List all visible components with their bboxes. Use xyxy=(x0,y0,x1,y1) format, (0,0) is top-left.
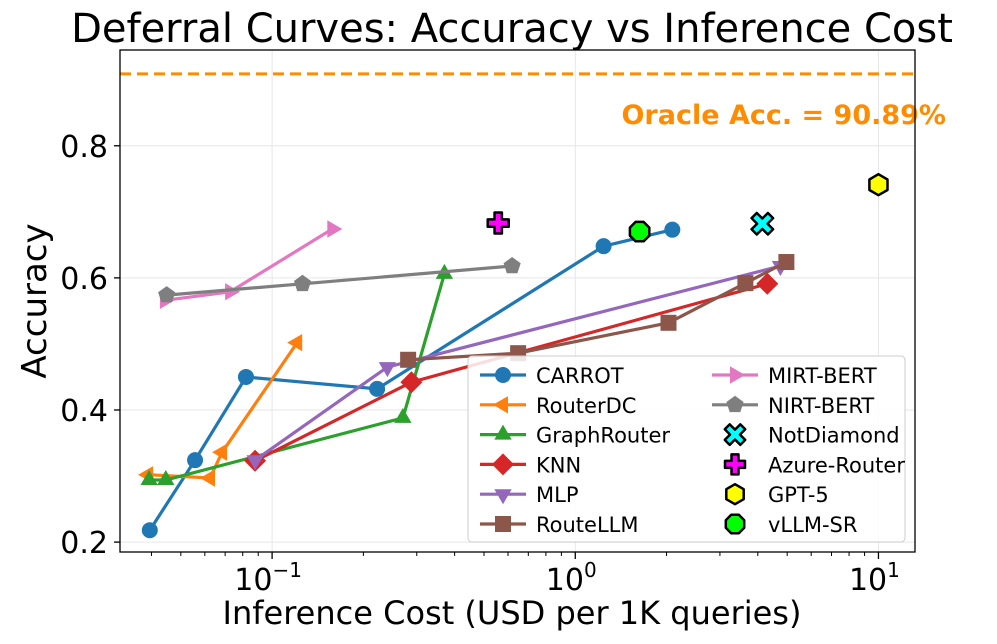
legend-marker xyxy=(494,424,512,440)
mlp-point xyxy=(246,455,264,471)
legend-marker-shape xyxy=(723,423,747,447)
knn-point xyxy=(756,272,779,295)
axis-ticks: 0.2 0.4 0.6 0.8 10−1 100 101 xyxy=(60,130,900,598)
legend-label: MLP xyxy=(536,483,578,507)
legend-item-mlp: MLP xyxy=(480,483,578,507)
legend-item-routellm: RouteLLM xyxy=(480,513,638,537)
legend-marker xyxy=(724,513,746,535)
legend-label: NIRT-BERT xyxy=(768,394,874,418)
y-tick-label: 0.8 xyxy=(60,130,108,165)
y-axis-label: Accuracy xyxy=(15,223,55,378)
legend-item-gpt-5: GPT-5 xyxy=(725,482,829,507)
graphrouter-point xyxy=(394,407,412,423)
legend-item-carrot: CARROT xyxy=(480,364,624,388)
legend-label: KNN xyxy=(536,453,581,477)
legend-marker xyxy=(495,367,511,383)
legend-marker xyxy=(493,396,508,414)
mlp-point xyxy=(378,362,396,378)
legend-marker xyxy=(725,482,745,506)
notdiamond-point xyxy=(750,211,775,236)
routerdc-point xyxy=(212,443,228,461)
plot-frame xyxy=(119,49,916,553)
legend-item-mirt-bert: MIRT-BERT xyxy=(712,364,877,388)
oracle-line-group: Oracle Acc. = 90.89% xyxy=(120,72,946,131)
carrot-point xyxy=(595,238,612,255)
chart-title: Deferral Curves: Accuracy vs Inference C… xyxy=(71,6,953,52)
legend-box xyxy=(467,355,906,543)
routerdc-point xyxy=(200,469,215,487)
carrot-line xyxy=(148,228,673,532)
gpt-5-point xyxy=(868,172,889,197)
carrot-point xyxy=(369,380,386,397)
series-carrot xyxy=(141,221,681,539)
legend-marker xyxy=(726,395,744,413)
oracle-label: Oracle Acc. = 90.89% xyxy=(621,100,946,131)
legend-item-routerdc: RouterDC xyxy=(480,394,636,418)
carrot-point xyxy=(187,452,204,469)
y-tick-label: 0.2 xyxy=(60,526,108,561)
series-nirt-bert xyxy=(158,257,521,303)
x-tick-label: 10−1 xyxy=(234,558,302,598)
series-mirt-bert xyxy=(159,220,343,309)
routellm-point xyxy=(737,275,754,292)
carrot-point xyxy=(141,522,158,539)
legend-label: Azure-Router xyxy=(768,453,905,477)
x-tick-label: 100 xyxy=(546,558,597,598)
y-tick-label: 0.6 xyxy=(60,262,108,297)
nirt-bert-point xyxy=(503,257,521,274)
routerdc-point xyxy=(287,334,303,352)
legend-marker xyxy=(723,453,747,476)
legend-item-knn: KNN xyxy=(480,453,581,477)
vllm-sr-point xyxy=(628,220,651,243)
legend-item-vllm-sr: vLLM-SR xyxy=(724,513,857,537)
legend-label: GPT-5 xyxy=(768,483,829,507)
legend-label: RouterDC xyxy=(536,394,636,418)
nirt-bert-line xyxy=(166,264,513,297)
legend-label: CARROT xyxy=(536,364,624,388)
legend-marker xyxy=(494,489,512,505)
legend-item-azure-router: Azure-Router xyxy=(723,453,905,477)
routellm-line xyxy=(408,260,788,362)
legend-item-graphrouter: GraphRouter xyxy=(480,424,670,448)
legend-item-notdiamond: NotDiamond xyxy=(723,423,900,448)
legend-label: MIRT-BERT xyxy=(768,364,877,388)
routellm-point xyxy=(660,314,677,331)
carrot-point xyxy=(664,221,681,238)
x-tick-label: 101 xyxy=(849,558,900,598)
series-azure-router xyxy=(486,211,510,235)
routellm-point xyxy=(778,254,795,271)
series-group xyxy=(138,172,889,539)
legend-label: NotDiamond xyxy=(768,424,900,448)
legend-label: vLLM-SR xyxy=(768,513,857,537)
series-routellm xyxy=(400,254,795,368)
series-gpt-5 xyxy=(868,172,889,197)
series-notdiamond xyxy=(750,211,775,236)
notdiamond-point-shape xyxy=(750,211,775,236)
series-vllm-sr xyxy=(628,220,651,243)
legend: CARROT RouterDC GraphRouter KNN MLP RouteLLM M… xyxy=(467,355,906,543)
mirt-bert-point xyxy=(327,220,343,238)
x-axis-label: Inference Cost (USD per 1K queries) xyxy=(223,594,802,632)
carrot-point xyxy=(237,368,254,385)
legend-label: GraphRouter xyxy=(536,424,670,448)
nirt-bert-point xyxy=(294,274,312,292)
nirt-bert-point xyxy=(158,286,176,303)
knn-point xyxy=(400,371,423,394)
graphrouter-point xyxy=(157,470,175,485)
legend-item-nirt-bert: NIRT-BERT xyxy=(712,394,874,418)
legend-marker xyxy=(492,453,514,476)
graphrouter-line xyxy=(149,273,446,482)
legend-marker xyxy=(730,366,745,384)
graphrouter-point xyxy=(140,470,158,485)
legend-label: RouteLLM xyxy=(536,513,638,537)
y-tick-label: 0.4 xyxy=(60,394,108,429)
legend-marker xyxy=(495,516,511,532)
mirt-bert-point xyxy=(225,283,241,301)
legend-marker xyxy=(723,423,747,447)
routellm-point xyxy=(400,351,417,368)
azure-router-point xyxy=(486,211,510,235)
